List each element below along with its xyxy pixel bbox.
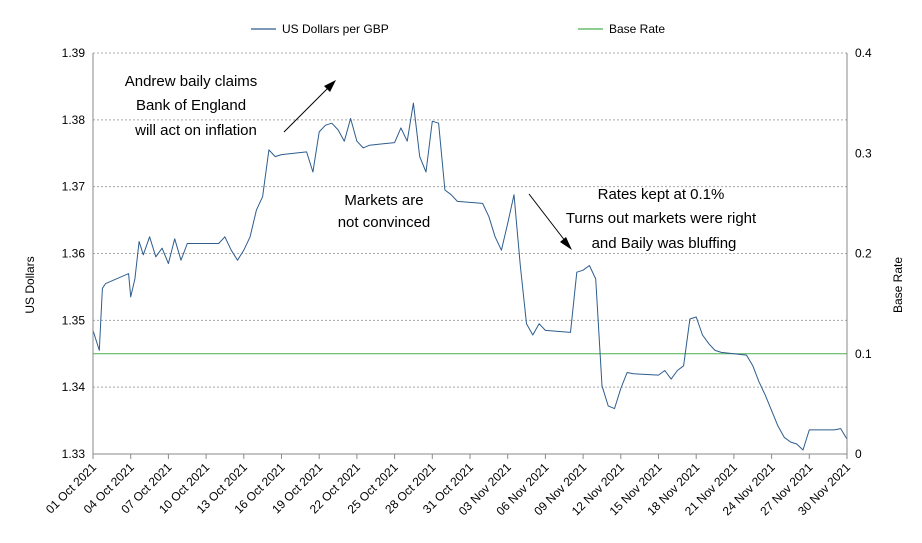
- y-tick-label: 1.34: [62, 380, 86, 394]
- annotation-line: Andrew baily claims: [125, 73, 258, 90]
- annotation-arrow-down: [528, 193, 570, 247]
- annotation-baily-claims: Andrew baily claims Bank of England will…: [125, 73, 336, 139]
- y-tick-label: 1.33: [62, 447, 86, 461]
- legend-label-usd: US Dollars per GBP: [282, 22, 389, 36]
- left-axis-title: US Dollars: [23, 256, 37, 313]
- y-tick-label: 1.39: [62, 46, 86, 60]
- annotation-line: will act on inflation: [134, 122, 257, 139]
- y2-tick-label: 0.3: [855, 146, 872, 160]
- y2-tick-label: 0.2: [855, 247, 872, 261]
- usd-series: [92, 102, 848, 451]
- right-axis-title: Base Rate: [891, 257, 905, 313]
- left-y-tick-labels: 1.33 1.34 1.35 1.36 1.37 1.38 1.39: [62, 46, 86, 461]
- annotation-line: Bank of England: [136, 97, 246, 114]
- annotation-arrow-up: [283, 83, 333, 133]
- legend-label-base-rate: Base Rate: [609, 22, 665, 36]
- y-tick-label: 1.38: [62, 113, 86, 127]
- y-tick-label: 1.35: [62, 313, 86, 327]
- gridlines: [93, 52, 847, 388]
- annotation-rates-kept: Rates kept at 0.1% Turns out markets wer…: [528, 186, 757, 252]
- legend: US Dollars per GBP Base Rate: [251, 22, 665, 36]
- usd-line: [92, 102, 848, 451]
- y2-tick-label: 0: [855, 447, 862, 461]
- y-tick-label: 1.37: [62, 180, 86, 194]
- y2-tick-label: 0.1: [855, 347, 872, 361]
- annotation-line: Turns out markets were right: [566, 210, 757, 227]
- annotation-line: not convinced: [338, 214, 431, 231]
- annotation-markets: Markets are not convinced: [338, 192, 431, 231]
- annotation-line: Markets are: [344, 192, 423, 209]
- y-tick-label: 1.36: [62, 247, 86, 261]
- annotation-arrowhead: [324, 80, 336, 92]
- right-y-tick-labels: 0 0.1 0.2 0.3 0.4: [855, 46, 872, 461]
- annotation-line: and Baily was bluffing: [592, 235, 737, 252]
- annotation-arrowhead: [560, 237, 572, 250]
- y2-tick-label: 0.4: [855, 46, 872, 60]
- axes: [92, 53, 848, 459]
- annotation-line: Rates kept at 0.1%: [598, 186, 725, 203]
